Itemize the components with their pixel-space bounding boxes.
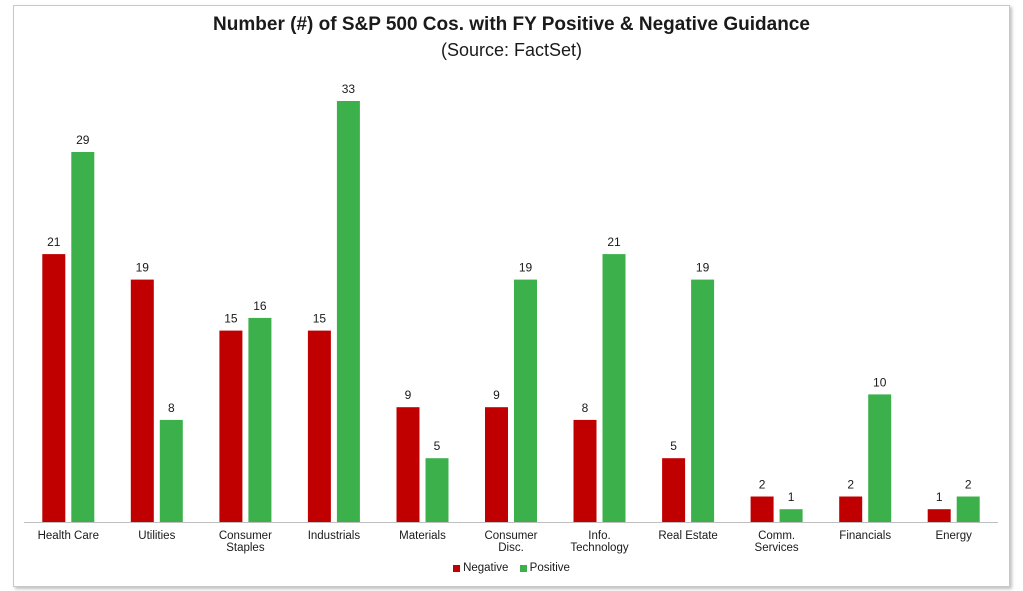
data-label-positive-industrials: 33 xyxy=(342,82,356,96)
bar-negative-energy xyxy=(927,509,951,522)
data-label-negative-comm-services: 2 xyxy=(759,478,766,492)
bar-negative-real-estate xyxy=(662,458,686,522)
data-label-negative-consumer-disc: 9 xyxy=(493,388,500,402)
x-tick-label-materials: Materials xyxy=(399,530,446,542)
x-tick-label-financials: Financials xyxy=(839,530,891,542)
bar-positive-materials xyxy=(425,458,449,522)
data-label-positive-energy: 2 xyxy=(965,478,972,492)
legend-swatch-positive xyxy=(519,564,527,572)
chart-subtitle: (Source: FactSet) xyxy=(440,40,583,60)
bar-negative-consumer-staples xyxy=(219,330,243,522)
bar-positive-utilities xyxy=(159,419,183,522)
data-label-negative-materials: 9 xyxy=(405,388,412,402)
legend-label-positive: Positive xyxy=(529,562,570,574)
bar-negative-financials xyxy=(839,496,863,522)
bar-positive-health-care xyxy=(71,152,95,522)
data-label-negative-consumer-staples: 15 xyxy=(224,312,238,326)
bar-positive-financials xyxy=(868,394,892,522)
bar-negative-consumer-disc xyxy=(485,407,508,522)
data-label-positive-consumer-staples: 16 xyxy=(253,299,267,313)
x-tick-label-consumer-staples: Consumer Staples xyxy=(219,530,272,554)
x-tick-label-utilities: Utilities xyxy=(138,530,175,542)
bar-positive-consumer-disc xyxy=(514,279,537,522)
bar-negative-industrials xyxy=(307,330,331,522)
data-label-positive-materials: 5 xyxy=(434,439,441,453)
bar-negative-info-technology xyxy=(573,419,597,522)
data-label-negative-info-technology: 8 xyxy=(582,401,589,415)
x-tick-label-consumer-disc: Consumer Disc. xyxy=(484,530,537,554)
x-tick-label-real-estate: Real Estate xyxy=(658,530,717,542)
bar-positive-consumer-staples xyxy=(248,317,272,522)
x-tick-label-health-care: Health Care xyxy=(38,530,99,542)
legend-item-negative: Negative xyxy=(453,562,508,574)
bar-positive-industrials xyxy=(336,101,360,522)
x-tick-label-industrials: Industrials xyxy=(308,530,361,542)
data-label-positive-financials: 10 xyxy=(873,375,887,389)
data-label-positive-utilities: 8 xyxy=(168,401,175,415)
bar-positive-comm-services xyxy=(779,509,803,522)
bar-positive-real-estate xyxy=(691,279,715,522)
data-label-positive-info-technology: 21 xyxy=(607,235,621,249)
bar-negative-comm-services xyxy=(750,496,774,522)
legend-label-negative: Negative xyxy=(463,562,509,574)
legend: Negative Positive xyxy=(0,562,1023,575)
legend-swatch-negative xyxy=(453,564,461,572)
x-tick-label-energy: Energy xyxy=(935,530,972,542)
data-label-positive-health-care: 29 xyxy=(76,133,90,147)
data-label-positive-real-estate: 19 xyxy=(696,261,710,275)
x-tick-label-comm-services: Comm. Services xyxy=(755,530,799,554)
data-label-negative-industrials: 15 xyxy=(313,312,327,326)
chart-title: Number (#) of S&P 500 Cos. with FY Posit… xyxy=(213,14,810,35)
data-label-positive-consumer-disc: 19 xyxy=(519,261,533,275)
bar-positive-info-technology xyxy=(602,254,626,522)
bar-positive-energy xyxy=(956,496,980,522)
data-label-negative-energy: 1 xyxy=(936,490,943,504)
data-label-negative-real-estate: 5 xyxy=(670,439,677,453)
data-label-negative-financials: 2 xyxy=(847,478,854,492)
bar-negative-materials xyxy=(396,407,420,522)
data-label-positive-comm-services: 1 xyxy=(788,490,795,504)
bar-negative-utilities xyxy=(130,279,154,522)
data-label-negative-utilities: 19 xyxy=(136,261,150,275)
bar-negative-health-care xyxy=(42,254,66,522)
legend-item-positive: Positive xyxy=(519,562,570,574)
x-tick-label-info-technology: Info. Technology xyxy=(570,530,628,554)
data-label-negative-health-care: 21 xyxy=(47,235,61,249)
